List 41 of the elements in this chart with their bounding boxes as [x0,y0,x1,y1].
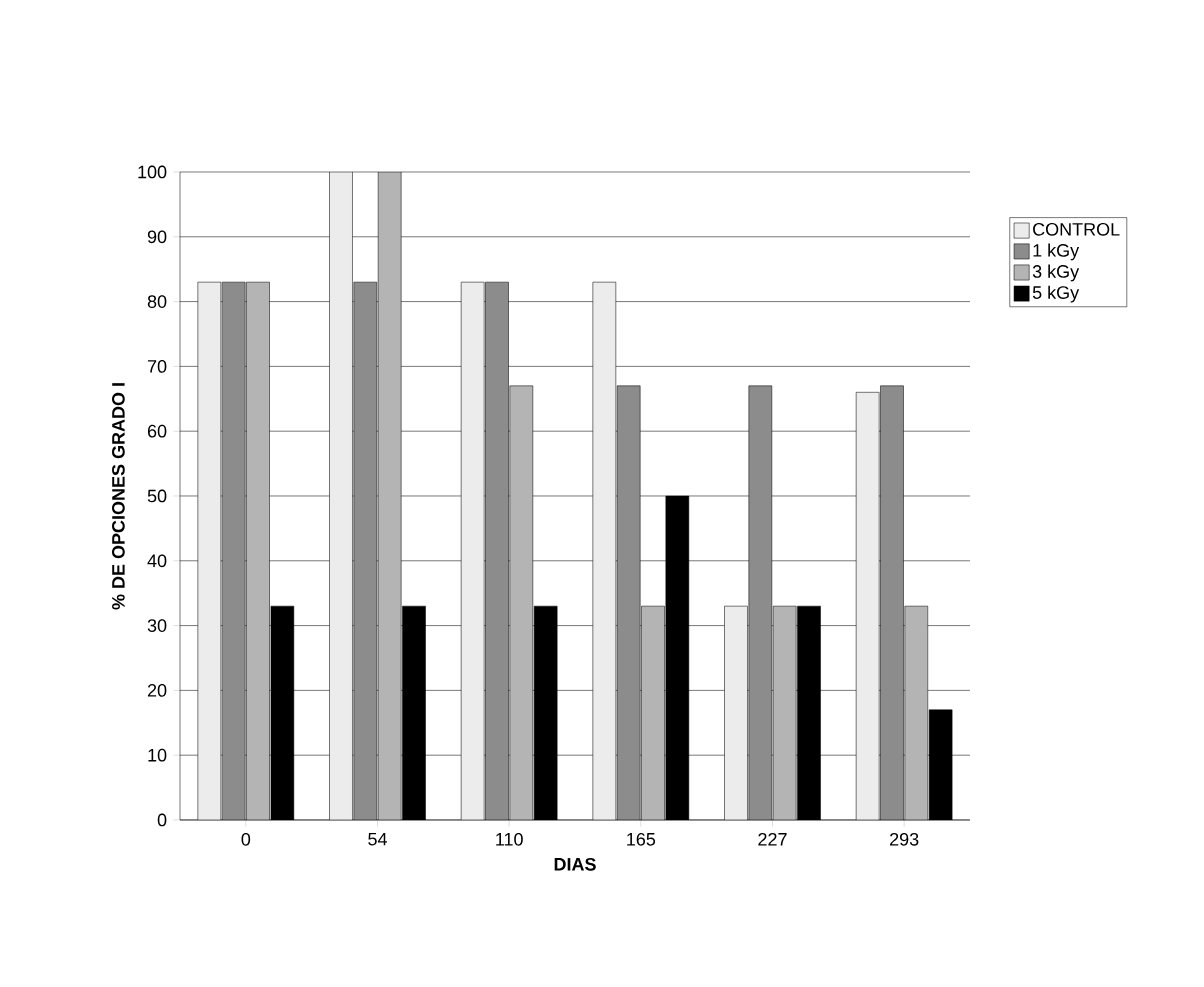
y-tick-label: 10 [148,748,167,762]
y-tick-label: 50 [147,489,167,503]
x-tick-label: 227 [758,832,787,846]
bar [377,171,402,820]
y-tick-label: 90 [147,230,167,244]
bar [641,605,665,820]
bar [772,605,797,820]
bar [855,392,880,820]
y-axis-title: % DE OPCIONES GRADO I [112,383,125,610]
y-tick-label: 20 [147,684,167,697]
y-tick-label: 30 [147,619,167,632]
y-tick-label: 70 [147,360,167,373]
legend-label: 1 kGy [1033,243,1080,261]
bar [460,281,485,820]
x-tick-label: 0 [241,832,251,846]
legend-label: 5 kGy [1032,285,1080,303]
bar [724,605,748,820]
y-tick-label: 40 [147,554,167,568]
x-axis-title: DIAS [554,857,596,871]
bar [592,281,617,820]
y-tick-label: 100 [138,165,167,179]
bar [197,281,222,820]
bar [616,385,641,820]
bar [329,171,353,820]
x-tick-label: 293 [890,832,919,846]
bar [485,281,509,820]
y-tick-label: 0 [157,813,167,827]
y-tick-label: 80 [147,295,167,308]
x-tick-label: 110 [496,832,523,846]
legend-label: 3 kGy [1032,264,1080,282]
bar [509,385,534,820]
bar [880,385,904,820]
bar [353,281,378,820]
bar [748,385,773,820]
bar [221,281,246,820]
x-tick-label: 54 [368,832,387,846]
legend-label: CONTROL [1033,222,1120,236]
bar [246,281,270,820]
bar [904,605,929,820]
x-tick-label: 165 [627,832,656,846]
y-tick-label: 60 [147,424,167,438]
